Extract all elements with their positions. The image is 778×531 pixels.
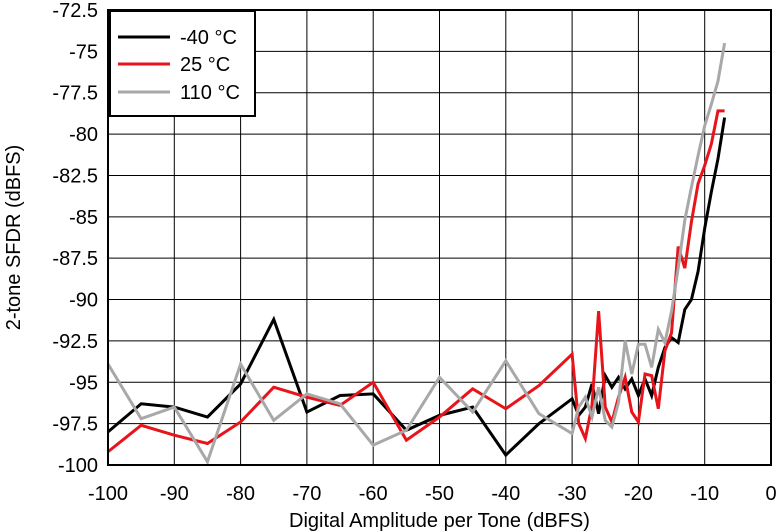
- x-tick-label: -30: [558, 483, 587, 505]
- y-tick-label: -87.5: [52, 248, 98, 270]
- legend-label-series-1: 25 °C: [180, 54, 230, 76]
- x-tick-label: -50: [425, 483, 454, 505]
- y-tick-labels: -100 -97.5 -95 -92.5 -90 -87.5 -85 -82.5 -80 -77.…: [52, 0, 98, 477]
- y-tick-label: -75: [69, 41, 98, 63]
- series-line-2: [106, 42, 727, 466]
- y-tick-label: -82.5: [52, 165, 98, 187]
- y-axis-title: 2-tone SFDR (dBFS): [3, 145, 25, 331]
- x-tick-label: -40: [491, 483, 520, 505]
- legend: -40 °C 25 °C 110 °C: [109, 10, 256, 117]
- y-tick-label: -80: [69, 124, 98, 146]
- y-tick-label: -92.5: [52, 331, 98, 353]
- plot-frame: [107, 9, 772, 466]
- legend-label-series-2: 110 °C: [180, 82, 240, 104]
- x-tick-label: -20: [624, 483, 653, 505]
- series-line-1: [107, 109, 725, 453]
- x-tick-label: 0: [765, 483, 776, 505]
- y-tick-label: -72.5: [52, 0, 98, 22]
- x-tick-label: -70: [292, 483, 321, 505]
- y-tick-label: -85: [69, 207, 98, 229]
- legend-label-series-0: -40 °C: [180, 27, 237, 49]
- series-lines: [106, 42, 727, 466]
- y-tick-label: -97.5: [52, 414, 98, 436]
- x-tick-label: -10: [690, 483, 719, 505]
- x-tick-label: -80: [226, 483, 255, 505]
- x-tick-label: -100: [88, 483, 128, 505]
- x-tick-label: -90: [160, 483, 189, 505]
- x-axis-title: Digital Amplitude per Tone (dBFS): [289, 510, 590, 531]
- y-tick-label: -77.5: [52, 83, 98, 105]
- y-tick-label: -100: [58, 455, 98, 477]
- x-tick-labels: -100 -90 -80 -70 -60 -50 -40 -30 -20 -10 0: [88, 483, 777, 505]
- y-tick-label: -95: [69, 372, 98, 394]
- y-tick-label: -90: [69, 290, 98, 312]
- series-line-0: [107, 117, 727, 458]
- x-tick-label: -60: [359, 483, 388, 505]
